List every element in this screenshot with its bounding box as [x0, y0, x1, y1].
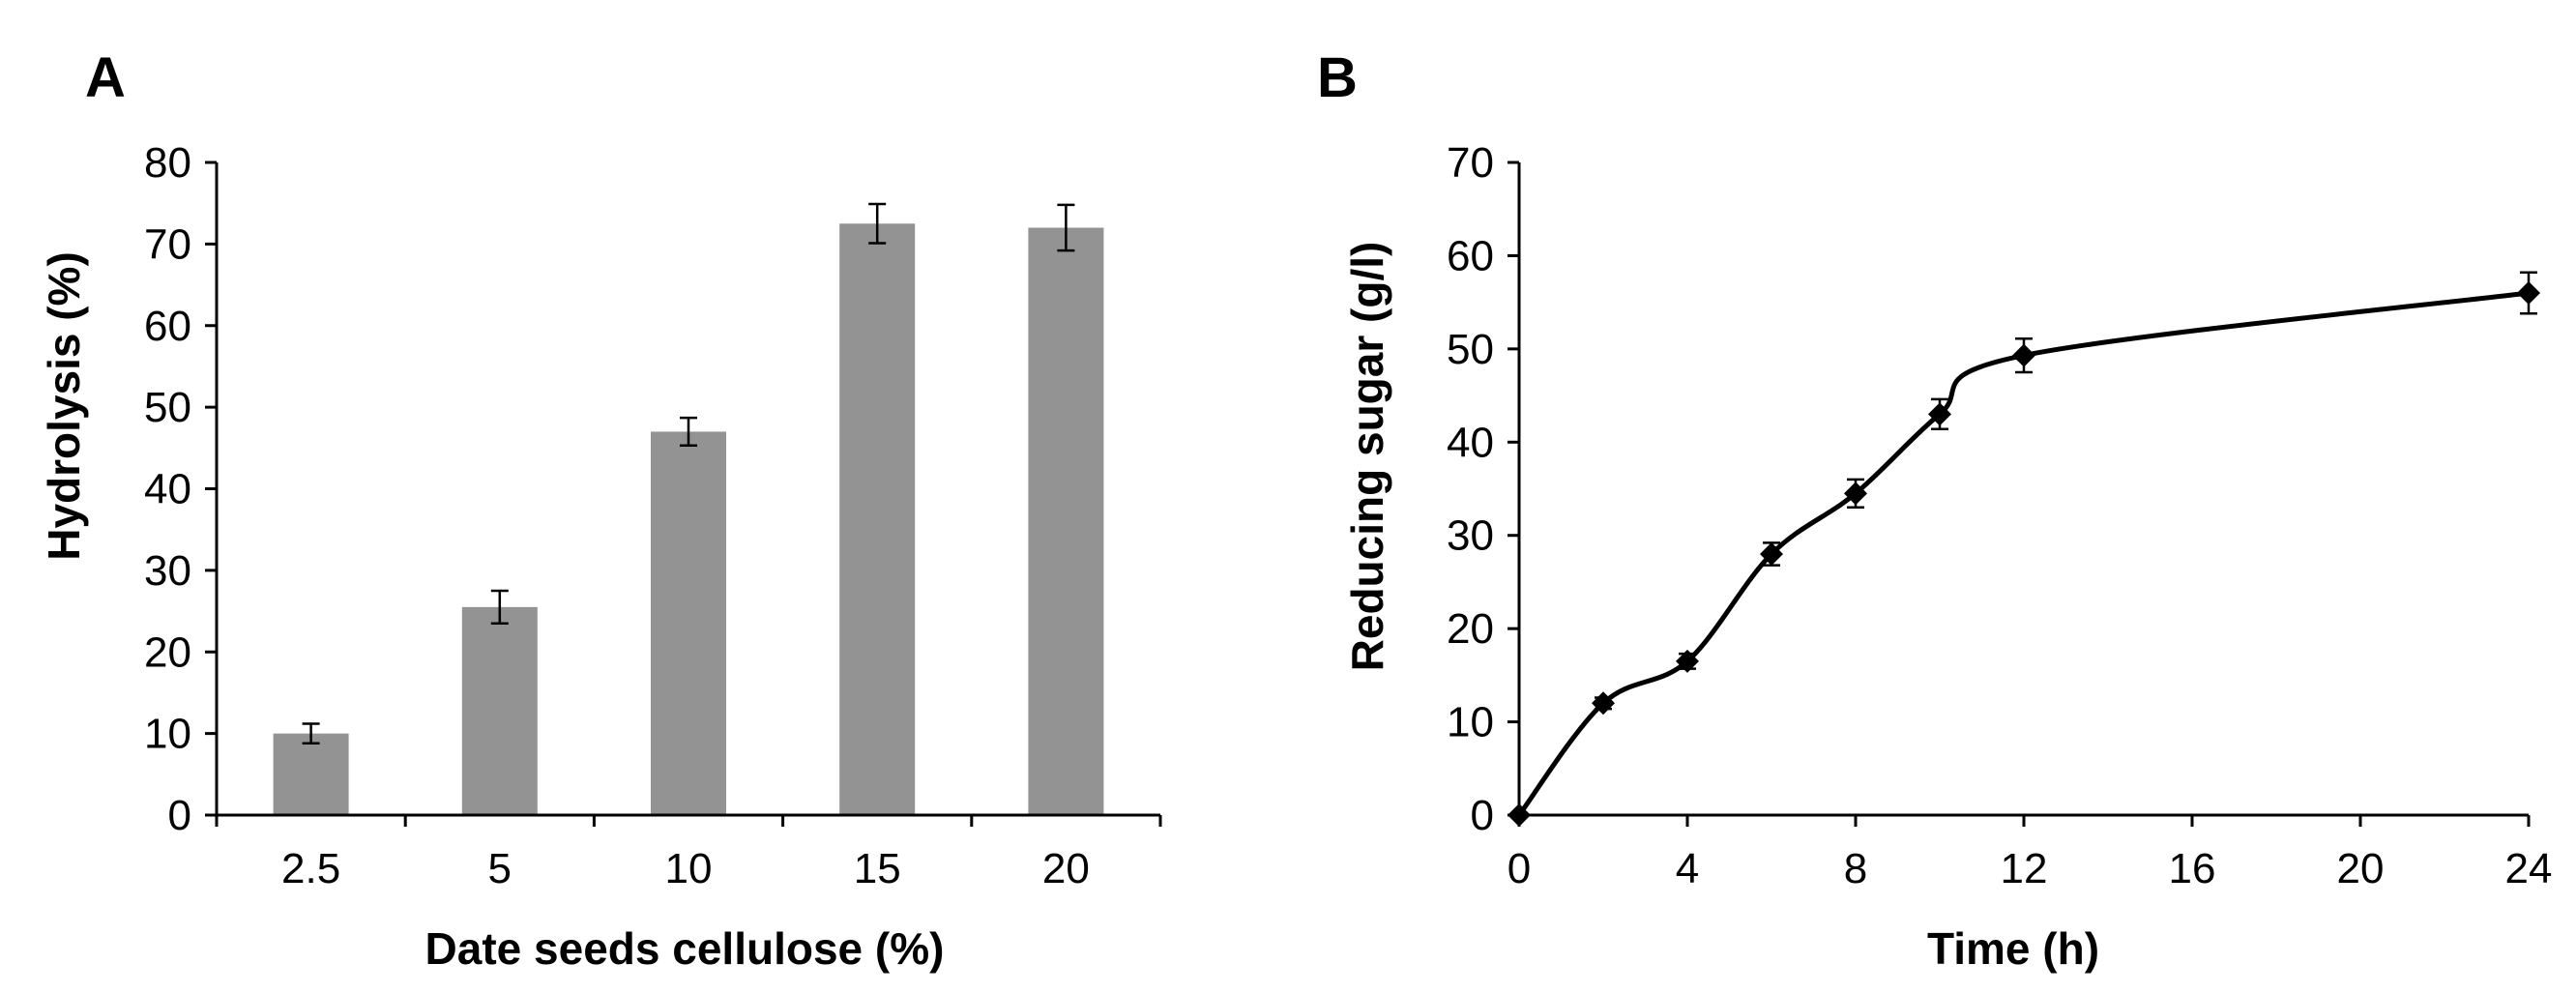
chart-a-error-bars: [302, 202, 1075, 745]
chart-b: B Reducing sugar (g/l) Time (h) 0 10 20 30 4…: [1317, 46, 2552, 974]
x-tick-label: 16: [2169, 845, 2216, 892]
bar: [839, 223, 916, 815]
data-point: [1508, 803, 1531, 827]
y-tick-label: 0: [1471, 792, 1494, 839]
y-tick-label: 30: [144, 547, 191, 595]
bar: [1028, 227, 1104, 815]
y-tick-label: 30: [1447, 512, 1494, 560]
x-tick-label: 0: [1508, 845, 1531, 892]
x-tick-label: 15: [854, 845, 901, 892]
y-tick-label: 70: [144, 220, 191, 268]
chart-b-ylabel: Reducing sugar (g/l): [1342, 242, 1392, 672]
data-point: [1928, 402, 1951, 426]
chart-b-y-axis: 0 10 20 30 40 50 60 70: [1447, 139, 1519, 839]
x-tick-label: 5: [488, 845, 512, 892]
y-tick-label: 50: [1447, 326, 1494, 373]
x-tick-label: 20: [1042, 845, 1090, 892]
x-tick-label: 12: [2001, 845, 2048, 892]
y-tick-label: 70: [1447, 139, 1494, 187]
y-tick-label: 0: [168, 792, 191, 839]
y-tick-label: 10: [144, 711, 191, 758]
data-point: [1844, 482, 1867, 506]
x-tick-label: 20: [2337, 845, 2385, 892]
chart-b-x-axis: 0 4 8 12 16 20 24: [1508, 815, 2553, 892]
y-tick-label: 10: [1447, 699, 1494, 746]
x-tick-label: 4: [1676, 845, 1699, 892]
data-point: [1592, 691, 1615, 716]
bar: [273, 733, 349, 815]
x-tick-label: 24: [2505, 845, 2553, 892]
x-tick-label: 2.5: [281, 845, 340, 892]
chart-a-axes: [215, 162, 1160, 817]
data-point: [1760, 542, 1783, 566]
x-tick-label: 8: [1844, 845, 1867, 892]
panel-label-b: B: [1317, 46, 1358, 109]
y-tick-label: 60: [1447, 232, 1494, 279]
chart-b-points: [1508, 281, 2540, 827]
bar: [461, 606, 538, 815]
panel-label-a: A: [85, 46, 126, 109]
y-tick-label: 50: [144, 384, 191, 431]
data-point: [1676, 649, 1699, 673]
chart-a-x-axis: 2.5 5 10 15 20: [215, 815, 1162, 892]
chart-a-y-axis: 0 10 20 30 40 50 60 70 80: [144, 139, 217, 839]
y-tick-label: 40: [1447, 419, 1494, 466]
y-tick-label: 80: [144, 139, 191, 187]
x-tick-label: 10: [665, 845, 713, 892]
chart-a-xlabel: Date seeds cellulose (%): [425, 923, 945, 974]
chart-a-bars: [273, 223, 1104, 815]
y-tick-label: 40: [144, 466, 191, 513]
y-tick-label: 20: [1447, 605, 1494, 653]
data-point: [2012, 343, 2035, 367]
data-point: [2517, 281, 2540, 305]
bar: [651, 431, 726, 815]
chart-a-ylabel: Hydrolysis (%): [39, 251, 89, 561]
chart-b-xlabel: Time (h): [1927, 923, 2099, 974]
chart-a: A Hydrolysis (%) Date seeds cellulose (%…: [39, 46, 1162, 974]
y-tick-label: 20: [144, 628, 191, 676]
y-tick-label: 60: [144, 303, 191, 350]
